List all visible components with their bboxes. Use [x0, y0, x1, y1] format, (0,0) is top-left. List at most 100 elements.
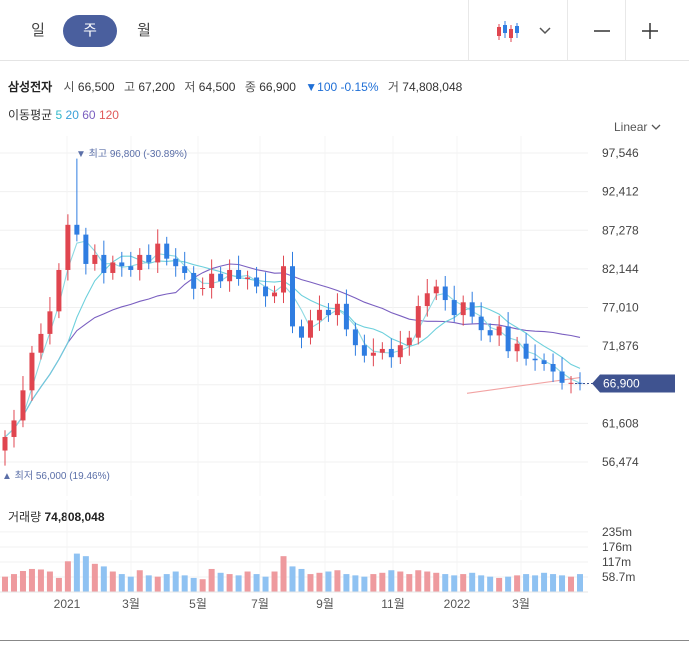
- volume-bar: [271, 571, 278, 592]
- volume-bar: [91, 563, 98, 592]
- candle-body: [433, 286, 439, 294]
- volume-bar: [568, 576, 575, 592]
- volume-bar: [64, 561, 71, 592]
- candle-body: [478, 316, 484, 331]
- volume-bar: [217, 572, 224, 592]
- period-day-tab[interactable]: 일: [31, 22, 45, 39]
- y-tick-label: 87,278: [602, 223, 639, 237]
- candle-body: [200, 288, 206, 290]
- volume-bar: [109, 571, 116, 592]
- volume-bar: [415, 570, 422, 592]
- x-tick-label: 5월: [189, 597, 207, 611]
- volume-bar: [433, 572, 440, 592]
- scale-mode-select[interactable]: Linear: [614, 120, 661, 134]
- candle-body: [379, 348, 385, 353]
- candle-body: [487, 330, 493, 336]
- candle-body: [218, 273, 224, 282]
- y-tick-label: 61,608: [602, 416, 639, 430]
- plus-icon[interactable]: [633, 14, 667, 48]
- candle-body: [496, 326, 502, 336]
- volume-bar: [190, 577, 197, 592]
- low-value: 64,500: [198, 80, 236, 94]
- open-label: 시: [63, 80, 75, 94]
- candle-body: [460, 302, 466, 316]
- y-tick-label: 97,546: [602, 146, 639, 160]
- volume-bar: [55, 577, 62, 592]
- volume-bar: [280, 556, 287, 592]
- candle-body: [568, 382, 574, 384]
- candle-body: [361, 345, 367, 356]
- volume-bar: [361, 576, 368, 592]
- volume-bar: [298, 568, 305, 592]
- candle-body: [388, 348, 394, 358]
- volume-bar: [541, 572, 548, 592]
- candle-body: [227, 269, 233, 282]
- volume-bar: [379, 572, 386, 592]
- candle-body: [11, 420, 17, 437]
- period-month-tab[interactable]: 월: [137, 22, 151, 39]
- toolbar-divider: [567, 0, 568, 60]
- candle-body: [550, 364, 556, 372]
- candle-body: [65, 224, 71, 270]
- chevron-down-icon[interactable]: [530, 14, 560, 48]
- volume-tick-label: 176m: [602, 540, 632, 554]
- volume-bar: [46, 571, 53, 592]
- x-tick-label: 7월: [251, 597, 269, 611]
- volume-bar: [424, 571, 431, 592]
- volume-bar: [442, 574, 449, 592]
- toolbar-divider: [625, 0, 626, 60]
- candle-body: [298, 326, 304, 338]
- chevron-down-icon: [651, 124, 661, 130]
- volume-bar: [478, 575, 485, 592]
- period-week-tab[interactable]: 주: [63, 15, 117, 47]
- volume-bar: [460, 574, 467, 592]
- candle-body: [281, 266, 287, 293]
- volume-bar: [2, 576, 8, 592]
- volume-bar: [28, 568, 35, 592]
- candle-body: [406, 337, 412, 346]
- ma-20: 20: [65, 108, 79, 122]
- volume-bar: [118, 574, 125, 592]
- volume-label: 거: [387, 80, 399, 94]
- volume-bar: [559, 575, 566, 592]
- candle-body: [155, 243, 161, 263]
- volume-bar: [37, 569, 44, 592]
- y-tick-label: 77,010: [602, 301, 639, 315]
- volume-bar: [325, 571, 332, 592]
- volume-bar: [145, 575, 152, 592]
- candlestick-icon[interactable]: [490, 14, 524, 48]
- volume-bar: [100, 566, 107, 592]
- candle-body: [20, 390, 26, 421]
- candle-body: [541, 360, 547, 365]
- candle-body: [370, 352, 376, 356]
- moving-average-legend[interactable]: 이동평균 5 20 60 120: [8, 106, 119, 123]
- volume-title: 거래량 74,808,048: [8, 508, 105, 525]
- volume-tick-label: 117m: [602, 555, 631, 569]
- candle-body: [523, 343, 529, 359]
- price-chart[interactable]: 97,54692,41287,27882,14477,01071,87666,7…: [0, 136, 689, 496]
- candle-body: [209, 273, 215, 289]
- high-marker: ▼ 최고 96,800 (-30.89%): [76, 148, 187, 160]
- volume-bar: [496, 577, 503, 592]
- y-tick-label: 56,474: [602, 455, 639, 469]
- candle-body: [415, 306, 421, 338]
- volume-bar: [10, 574, 17, 592]
- volume-tick-label: 58.7m: [602, 570, 635, 584]
- volume-bar: [226, 574, 233, 592]
- candle-body: [307, 320, 313, 338]
- x-tick-label: 3월: [512, 597, 530, 611]
- candle-body: [442, 286, 448, 301]
- open-value: 66,500: [77, 80, 115, 94]
- low-marker: ▲ 최저 56,000 (19.46%): [2, 470, 110, 482]
- volume-bar: [487, 576, 494, 592]
- quote-summary: 삼성전자 시 66,500 고 67,200 저 64,500 종 66,900…: [8, 78, 468, 95]
- minus-icon[interactable]: [585, 14, 619, 48]
- candle-body: [505, 326, 511, 352]
- volume-title-value: 74,808,048: [44, 510, 105, 524]
- volume-bar: [262, 576, 269, 592]
- candle-body: [191, 272, 197, 289]
- chart-toolbar: 일 주 월: [0, 0, 689, 61]
- candle-body: [263, 286, 269, 297]
- candle-body: [164, 243, 170, 259]
